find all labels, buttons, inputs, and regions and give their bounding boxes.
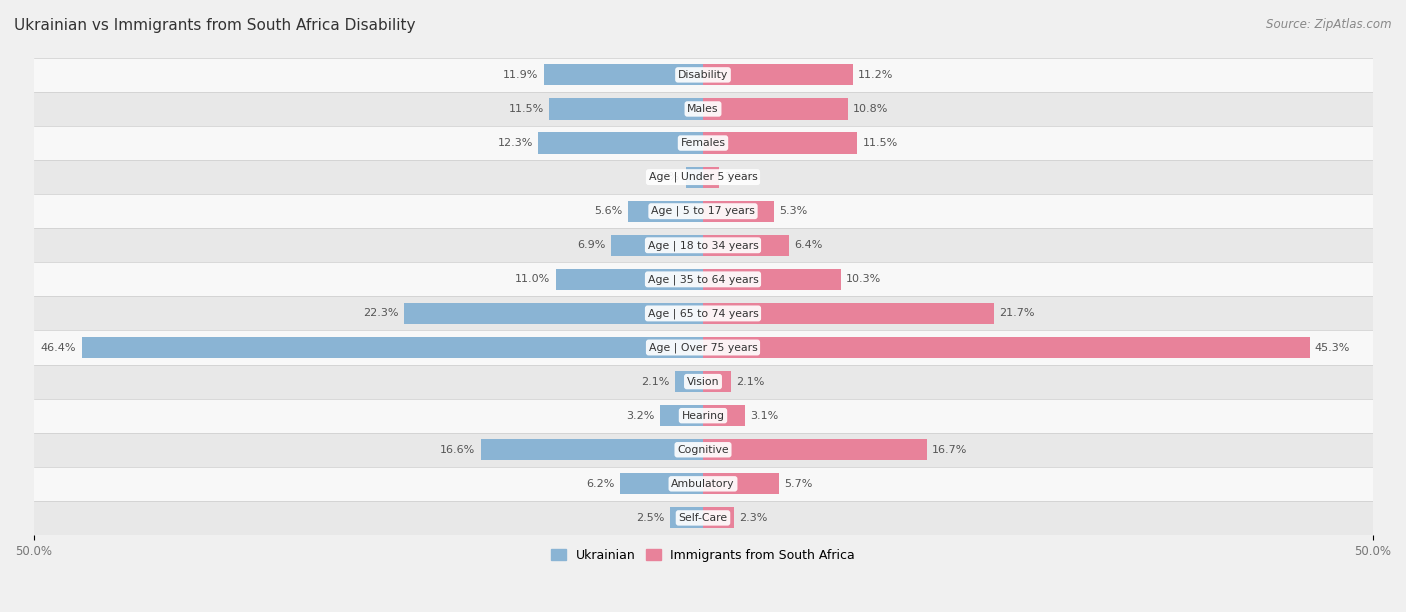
Bar [703, 303, 994, 324]
Bar [703, 201, 773, 222]
Bar [34, 330, 1372, 365]
Text: Self-Care: Self-Care [679, 513, 727, 523]
Bar [34, 296, 1372, 330]
Text: 16.6%: 16.6% [440, 445, 475, 455]
Bar [703, 64, 853, 86]
Text: 1.3%: 1.3% [652, 172, 681, 182]
Text: 46.4%: 46.4% [41, 343, 76, 353]
Text: Age | 65 to 74 years: Age | 65 to 74 years [648, 308, 758, 319]
Text: 21.7%: 21.7% [998, 308, 1035, 318]
Bar [620, 473, 703, 494]
Text: 2.3%: 2.3% [740, 513, 768, 523]
Text: 6.2%: 6.2% [586, 479, 614, 489]
Text: 5.7%: 5.7% [785, 479, 813, 489]
Text: 11.0%: 11.0% [515, 274, 550, 285]
Text: 3.2%: 3.2% [627, 411, 655, 420]
Text: Age | Over 75 years: Age | Over 75 years [648, 342, 758, 353]
Text: 6.9%: 6.9% [576, 241, 605, 250]
Bar [686, 166, 703, 188]
Text: 11.9%: 11.9% [503, 70, 538, 80]
Bar [703, 132, 858, 154]
Text: 6.4%: 6.4% [794, 241, 823, 250]
Bar [34, 467, 1372, 501]
Bar [555, 269, 703, 290]
Text: 1.2%: 1.2% [724, 172, 752, 182]
Bar [548, 99, 703, 119]
Legend: Ukrainian, Immigrants from South Africa: Ukrainian, Immigrants from South Africa [546, 544, 860, 567]
Bar [34, 228, 1372, 263]
Text: Ukrainian vs Immigrants from South Africa Disability: Ukrainian vs Immigrants from South Afric… [14, 18, 416, 34]
Bar [34, 194, 1372, 228]
Text: 22.3%: 22.3% [364, 308, 399, 318]
Bar [703, 371, 731, 392]
Bar [34, 501, 1372, 535]
Bar [703, 473, 779, 494]
Text: Males: Males [688, 104, 718, 114]
Bar [34, 92, 1372, 126]
Text: Females: Females [681, 138, 725, 148]
Text: Ambulatory: Ambulatory [671, 479, 735, 489]
Text: Disability: Disability [678, 70, 728, 80]
Text: Cognitive: Cognitive [678, 445, 728, 455]
Text: 10.8%: 10.8% [853, 104, 889, 114]
Bar [675, 371, 703, 392]
Bar [481, 439, 703, 460]
Bar [703, 269, 841, 290]
Text: 3.1%: 3.1% [749, 411, 778, 420]
Text: Age | Under 5 years: Age | Under 5 years [648, 172, 758, 182]
Bar [538, 132, 703, 154]
Text: Age | 5 to 17 years: Age | 5 to 17 years [651, 206, 755, 217]
Text: 16.7%: 16.7% [932, 445, 967, 455]
Bar [703, 99, 848, 119]
Bar [703, 235, 789, 256]
Text: 45.3%: 45.3% [1315, 343, 1350, 353]
Bar [34, 398, 1372, 433]
Bar [34, 58, 1372, 92]
Bar [610, 235, 703, 256]
Bar [703, 337, 1309, 358]
Text: Hearing: Hearing [682, 411, 724, 420]
Bar [405, 303, 703, 324]
Text: 2.5%: 2.5% [636, 513, 664, 523]
Bar [34, 126, 1372, 160]
Bar [703, 166, 718, 188]
Text: Vision: Vision [686, 376, 720, 387]
Bar [544, 64, 703, 86]
Bar [703, 507, 734, 529]
Text: Age | 35 to 64 years: Age | 35 to 64 years [648, 274, 758, 285]
Text: 11.2%: 11.2% [858, 70, 894, 80]
Text: 5.3%: 5.3% [779, 206, 807, 216]
Bar [34, 263, 1372, 296]
Text: Age | 18 to 34 years: Age | 18 to 34 years [648, 240, 758, 250]
Bar [34, 365, 1372, 398]
Bar [703, 439, 927, 460]
Text: 2.1%: 2.1% [641, 376, 669, 387]
Text: Source: ZipAtlas.com: Source: ZipAtlas.com [1267, 18, 1392, 31]
Bar [661, 405, 703, 426]
Bar [628, 201, 703, 222]
Bar [34, 160, 1372, 194]
Text: 12.3%: 12.3% [498, 138, 533, 148]
Bar [34, 433, 1372, 467]
Text: 10.3%: 10.3% [846, 274, 882, 285]
Bar [669, 507, 703, 529]
Bar [703, 405, 745, 426]
Bar [82, 337, 703, 358]
Text: 5.6%: 5.6% [595, 206, 623, 216]
Text: 11.5%: 11.5% [862, 138, 897, 148]
Text: 11.5%: 11.5% [509, 104, 544, 114]
Text: 2.1%: 2.1% [737, 376, 765, 387]
